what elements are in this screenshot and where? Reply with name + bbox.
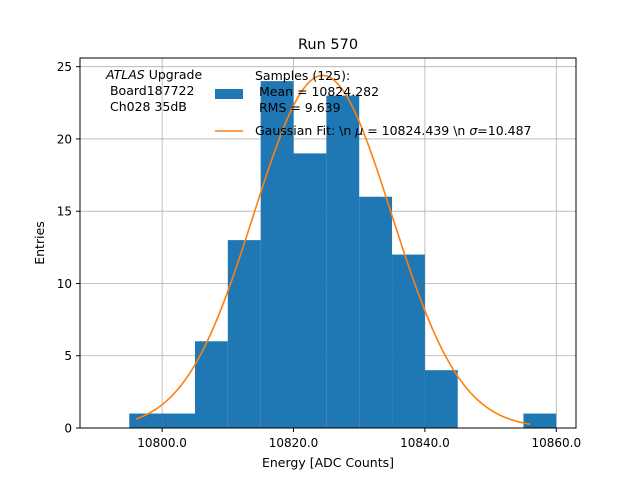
- y-tick-label: 5: [64, 349, 72, 363]
- x-tick-label: 10800.0: [137, 436, 187, 450]
- histogram-bar: [293, 153, 327, 428]
- y-tick-label: 0: [64, 422, 72, 436]
- legend-histogram-swatch: [215, 89, 243, 99]
- legend-samples-label: Samples (125):: [255, 68, 350, 83]
- legend-fit-prefix: Gaussian Fit: \n: [255, 123, 355, 138]
- histogram-bar: [260, 81, 294, 428]
- y-tick-label: 15: [57, 205, 72, 219]
- legend-fit-label: Gaussian Fit: \n μ = 10824.439 \n σ=10.4…: [255, 123, 532, 138]
- legend-mean-label: Mean = 10824.282: [255, 84, 379, 99]
- legend-fit-sigma: σ: [469, 123, 478, 138]
- board-label: Board187722: [106, 83, 194, 98]
- x-tick-label: 10840.0: [400, 436, 450, 450]
- atlas-label: ATLAS: [105, 67, 145, 82]
- histogram-bar: [227, 240, 261, 428]
- histogram-bar: [326, 95, 360, 428]
- atlas-annotation-line1: ATLAS Upgrade: [105, 67, 202, 82]
- channel-label: Ch028 35dB: [106, 99, 187, 114]
- histogram-bar: [392, 254, 425, 428]
- x-axis-label: Energy [ADC Counts]: [262, 455, 394, 470]
- plot-frame: [79, 57, 577, 429]
- y-axis-label: Entries: [32, 221, 47, 265]
- legend-fit-mu: μ: [354, 123, 363, 138]
- legend-fit-middle: = 10824.439 \n: [363, 123, 469, 138]
- histogram-bar: [424, 370, 458, 428]
- chart-title: Run 570: [298, 37, 358, 53]
- upgrade-label: Upgrade: [145, 67, 203, 82]
- gaussian-fit-line: [135, 74, 531, 425]
- histogram-bar: [162, 413, 195, 428]
- x-tick-label: 10820.0: [269, 436, 319, 450]
- histogram-bar: [523, 413, 557, 428]
- y-tick-label: 25: [57, 60, 72, 74]
- legend-rms-label: RMS = 9.639: [255, 100, 341, 115]
- histogram-bar: [129, 413, 163, 428]
- y-tick-label: 20: [57, 132, 72, 146]
- x-axis-ticks: 10800.0 10820.0 10840.0 10860.0: [137, 428, 581, 450]
- y-axis-ticks: 0 5 10 15 20 25: [57, 60, 80, 436]
- histogram-bars: [129, 81, 557, 428]
- y-tick-label: 10: [57, 277, 72, 291]
- gaussian-fit: [135, 74, 531, 425]
- legend-fit-suffix: =10.487: [477, 123, 531, 138]
- x-tick-label: 10860.0: [531, 436, 581, 450]
- histogram-bar: [359, 196, 393, 428]
